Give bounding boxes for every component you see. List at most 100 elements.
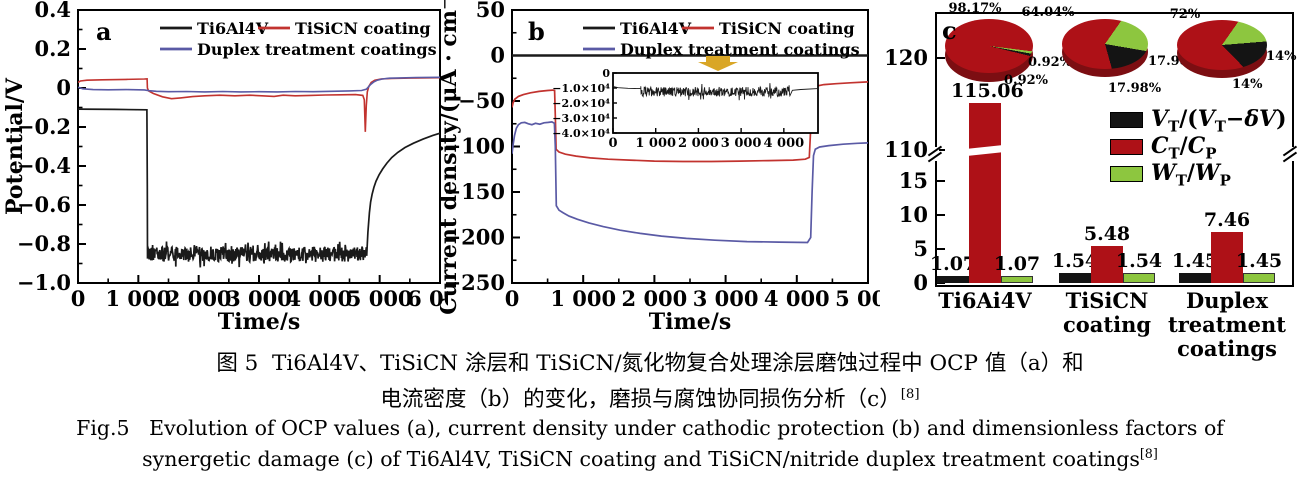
bar-value-label: 1.45	[1171, 250, 1219, 273]
inset-y-tick-label: −2.0×10⁴	[552, 97, 610, 110]
y-axis-title: Current density/(μA · cm⁻²)	[440, 0, 462, 315]
pie-2	[1177, 20, 1267, 70]
category-label-line: TiSiCN	[1065, 288, 1149, 313]
x-tick-label: 2 000	[166, 286, 232, 311]
x-tick-label: 1 000	[105, 286, 171, 311]
caption-english-reference: [8]	[1139, 446, 1158, 462]
y-tick-label: −150	[444, 179, 505, 204]
y-tick	[937, 180, 945, 183]
x-tick-label: 5 000	[835, 286, 880, 311]
bar-v-t-v-t-v-2	[1179, 273, 1211, 283]
series-line-duplex-treatment-coatings	[78, 76, 440, 93]
inset-x-tick-label: 0	[608, 136, 617, 151]
x-tick-label: 2 000	[622, 286, 688, 311]
pie-0	[945, 19, 1033, 73]
y-tick-label: 0	[56, 75, 71, 100]
x-tick-label: 0	[505, 286, 520, 311]
y-tick	[937, 57, 945, 60]
bar-v-t-v-t-v-1	[1059, 272, 1091, 283]
category-label-0: Ti6Ai4V	[893, 289, 1077, 313]
bar-w-t-w-p-2	[1243, 273, 1275, 283]
x-axis-title: Time/s	[649, 309, 731, 330]
legend-label-tisicn-coating: TiSiCN coating	[295, 19, 431, 38]
x-tick-label: 3 000	[226, 286, 292, 311]
y-tick-label: −100	[444, 134, 505, 159]
y-tick-label: 0	[913, 270, 928, 295]
category-label-line: Ti6Ai4V	[938, 288, 1032, 313]
bar-value-label: 1.07	[929, 252, 977, 275]
legend-label-tisicn-coating: TiSiCN coating	[719, 19, 855, 38]
series-line-ti6al4v	[78, 108, 440, 268]
caption-chinese-line2: 电流密度（b）的变化，磨损与腐蚀协同损伤分析（c）[8]	[0, 379, 1300, 415]
caption-english-line2: synergetic damage (c) of Ti6Al4V, TiSiCN…	[0, 441, 1300, 472]
y-tick-label: −0.6	[17, 192, 71, 217]
inset-border	[612, 72, 819, 134]
legend-item-2: WT/WP	[1110, 160, 1290, 189]
y-tick	[937, 214, 945, 217]
caption-english-line1: Fig.5 Evolution of OCP values (a), curre…	[76, 416, 1224, 441]
category-label-1: TiSiCN coating	[1015, 289, 1199, 337]
caption-chinese-line2-text: 电流密度（b）的变化，磨损与腐蚀协同损伤分析（c）	[380, 387, 901, 413]
pie-2-slice-label-2: 72%	[1169, 7, 1201, 22]
pie-1-slice-label-2: 64.04%	[1021, 5, 1075, 20]
bar-value-label: 115.06	[951, 80, 1024, 103]
pie-1-slice-label-1: 17.98%	[1108, 81, 1162, 96]
panel-c-synergy-bar-pie-chart: 0 5 10 15 110 120 1.07 1.54 1.45 115.06 5.48 7.46 1.…	[880, 0, 1300, 361]
legend: Ti6Al4V TiSiCN coating Duplex treatment co…	[160, 19, 437, 59]
bar-c-t-c-p-1	[1091, 245, 1123, 283]
bar-w-t-w-p-0	[1001, 275, 1033, 283]
y-tick-label: 50	[476, 0, 505, 22]
figure-band: 0.4 0.2 0 −0.2 −0.4 −0.6 −0.8 −1.0 0 1 000 2 000 3 …	[2, 0, 1300, 361]
x-tick-label: 0	[71, 286, 86, 311]
y-tick	[937, 248, 945, 251]
y-axis-title: Potential/V	[2, 77, 28, 215]
y-tick-label: −250	[444, 270, 505, 295]
legend-label-ti6al4v: Ti6Al4V	[620, 19, 692, 38]
legend-label-duplex-treatment-coatings: Duplex treatment coatings	[620, 40, 860, 59]
pie-2-slice-label-0: 14%	[1266, 49, 1297, 64]
axis-break-gap-left	[931, 147, 939, 161]
legend-item-0: VT/(VT−δV)	[1110, 106, 1290, 135]
y-tick-label: 0	[490, 43, 505, 68]
pie-0-slice-label-1: 0.92%	[1004, 73, 1049, 88]
legend-swatch-1	[1110, 139, 1143, 155]
caption-chinese-line1: 图 5 Ti6Al4V、TiSiCN 涂层和 TiSiCN/氮化物复合处理涂层磨…	[216, 351, 1084, 376]
y-tick-label: −1.0	[17, 270, 71, 295]
legend-swatch-2	[1110, 166, 1143, 182]
pie-2-slice-label-1: 14%	[1232, 77, 1263, 92]
bar-v-t-v-t-v-0	[937, 275, 969, 283]
series-line-duplex-treatment-coatings	[512, 121, 868, 244]
category-label-line: coating	[1062, 312, 1152, 337]
caption-chinese-reference: [8]	[900, 387, 920, 402]
category-label-2: Duplex treatment coatings	[1135, 289, 1300, 361]
legend-label-1: CT/CP	[1151, 133, 1217, 163]
x-tick-label: 4 000	[764, 286, 830, 311]
y-tick-label: −50	[458, 88, 505, 113]
y-tick	[937, 282, 945, 285]
legend-label-2: WT/WP	[1151, 160, 1231, 190]
legend-item-1: CT/CP	[1110, 133, 1290, 162]
inset-series-line-ti6al4v	[613, 83, 818, 101]
x-axis-title: Time/s	[218, 309, 300, 330]
y-tick-label: −0.8	[17, 231, 71, 256]
y-tick-label: 15	[898, 168, 928, 193]
x-tick-label: 5 000	[347, 286, 413, 311]
x-tick-label: 6 000	[407, 286, 448, 311]
figure-captions: 图 5 Ti6Al4V、TiSiCN 涂层和 TiSiCN/氮化物复合处理涂层磨…	[0, 348, 1300, 472]
y-tick-label: 110	[884, 137, 928, 162]
y-tick-label: 0.2	[34, 36, 71, 61]
x-tick-label: 3 000	[693, 286, 759, 311]
inset-x-tick-label: 3 000	[721, 136, 762, 151]
bar-c-t-c-p-0	[969, 103, 1001, 283]
y-tick-label: 120	[884, 45, 928, 70]
inset-y-tick-label: −3.0×10⁴	[552, 112, 610, 125]
inset-y-tick-label: −4.0×10⁴	[552, 127, 610, 140]
panel-letter-c: c	[942, 16, 957, 45]
inset-x-tick-label: 4 000	[763, 136, 804, 151]
magnify-arrow-icon	[698, 56, 738, 71]
